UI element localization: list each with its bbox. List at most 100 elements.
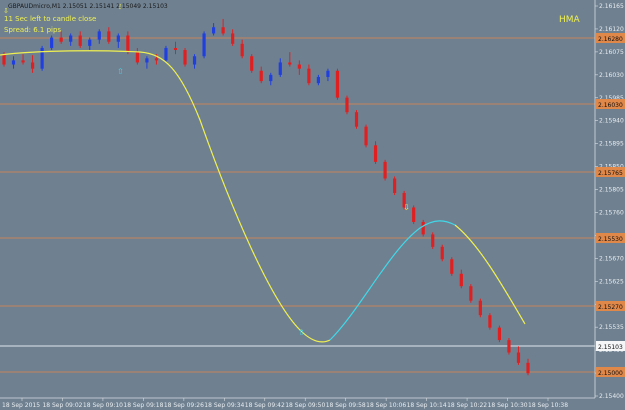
sell-arrow-icon: ⇩ (403, 203, 410, 212)
bear-candle (469, 286, 473, 301)
sell-arrow-icon: ⇩ (117, 3, 123, 11)
bull-candle (212, 27, 216, 34)
time-axis[interactable] (0, 398, 595, 410)
bear-candle (383, 161, 387, 179)
time-tick-label: 18 Sep 10:30 (488, 402, 528, 409)
bear-candle (21, 60, 25, 63)
bear-candle (497, 327, 502, 341)
price-tick-label: 2.15985 (599, 95, 624, 102)
current-price-label: 2.15103 (598, 344, 623, 351)
bear-candle (107, 31, 111, 42)
bull-candle (326, 70, 330, 77)
bull-candle (164, 47, 168, 61)
bear-candle (450, 259, 454, 274)
price-tick-label: 2.15805 (599, 187, 624, 194)
price-tick-label: 2.15535 (599, 324, 624, 331)
bear-candle (507, 340, 511, 353)
bull-candle (11, 60, 16, 65)
bear-candle (393, 178, 397, 193)
bull-candle (202, 33, 206, 57)
bear-candle (478, 300, 482, 316)
bear-candle (373, 145, 378, 162)
buy-arrow-icon: ⇧ (117, 67, 124, 76)
header-info: GBPAUDmicro,M1 2.15051 2.15141 2.15049 2… (4, 3, 581, 34)
bear-candle (240, 43, 244, 57)
bull-candle (316, 76, 320, 84)
price-tick-label: 2.16030 (599, 72, 624, 79)
level-label: 2.16030 (598, 102, 623, 109)
bear-candle (488, 315, 492, 328)
sell-arrow-icon: ⇩ (3, 7, 9, 15)
countdown-text: 11 Sec left to candle close (4, 15, 96, 23)
bear-candle (78, 35, 82, 46)
level-label-bg (596, 367, 625, 377)
bull-candle (269, 74, 273, 82)
level-label: 2.15000 (598, 370, 623, 377)
buy-arrow-icon: ⇧ (298, 328, 305, 337)
time-tick-label: 18 Sep 09:42 (245, 402, 285, 409)
bear-candle (126, 35, 130, 53)
price-tick-label: 2.15625 (599, 278, 624, 285)
level-label: 2.15530 (598, 236, 623, 243)
level-labels: 2.16280 2.16030 2.15765 2.15530 2.15270 … (596, 33, 625, 377)
bear-candle (459, 273, 463, 287)
level-label-bg (596, 167, 625, 177)
price-tick-label: 2.16165 (599, 3, 624, 10)
time-tick-label: 18 Sep 09:26 (164, 402, 204, 409)
bear-candle (526, 362, 530, 374)
candlestick-series (2, 18, 530, 376)
bull-candle (50, 37, 54, 48)
level-label-bg (596, 301, 625, 311)
symbol-line: GBPAUDmicro,M1 2.15051 2.15141 2.15049 2… (8, 3, 168, 10)
bear-candle (30, 62, 35, 69)
current-price-label-bg (596, 341, 625, 351)
level-label: 2.15765 (598, 170, 623, 177)
level-label: 2.16280 (598, 36, 623, 43)
time-tick-label: 18 Sep 09:18 (123, 402, 163, 409)
bear-candle (288, 62, 292, 65)
time-tick-label: 18 Sep 09:58 (326, 402, 366, 409)
price-tick-label: 2.15895 (599, 141, 624, 148)
bear-candle (364, 126, 368, 146)
time-tick-label: 18 Sep 09:34 (204, 402, 244, 409)
hma-falling-line-2 (454, 224, 526, 325)
price-axis[interactable] (595, 0, 625, 398)
time-tick-label: 18 Sep 2015 (2, 402, 40, 409)
bear-candle (431, 234, 435, 247)
time-tick-label: 18 Sep 09:10 (83, 402, 123, 409)
time-tick-label: 18 Sep 10:14 (407, 402, 447, 409)
bear-candle (173, 47, 178, 51)
price-tick-label: 2.16120 (599, 26, 624, 33)
bear-candle (59, 37, 63, 42)
bear-candle (231, 33, 235, 44)
price-tick-label: 2.16075 (599, 49, 624, 56)
bear-candle (402, 192, 406, 208)
plot-area[interactable] (0, 0, 595, 398)
bear-candle (297, 64, 301, 69)
level-label-bg (596, 99, 625, 109)
price-tick-label: 2.15400 (599, 393, 624, 400)
time-axis-ticks: 18 Sep 2015 18 Sep 09:02 18 Sep 09:10 18 Se… (2, 398, 568, 409)
bear-candle (2, 54, 6, 65)
time-tick-label: 18 Sep 09:02 (42, 402, 82, 409)
time-tick-label: 18 Sep 10:38 (528, 402, 568, 409)
bear-candle (421, 221, 425, 235)
bear-candle (354, 112, 359, 127)
bull-candle (145, 58, 149, 63)
bull-candle (69, 35, 73, 42)
price-tick-label: 2.15670 (599, 255, 624, 262)
bull-candle (88, 39, 92, 46)
price-tick-label: 2.15940 (599, 118, 624, 125)
bear-candle (259, 70, 263, 82)
indicator-label: HMA (559, 15, 581, 25)
bear-candle (135, 52, 139, 63)
hma-falling-line (0, 50, 331, 343)
level-label: 2.15270 (598, 304, 623, 311)
bull-candle (40, 47, 44, 69)
bear-candle (154, 58, 159, 61)
bear-candle (335, 70, 340, 98)
level-label-bg (596, 233, 625, 243)
bear-candle (221, 27, 225, 34)
